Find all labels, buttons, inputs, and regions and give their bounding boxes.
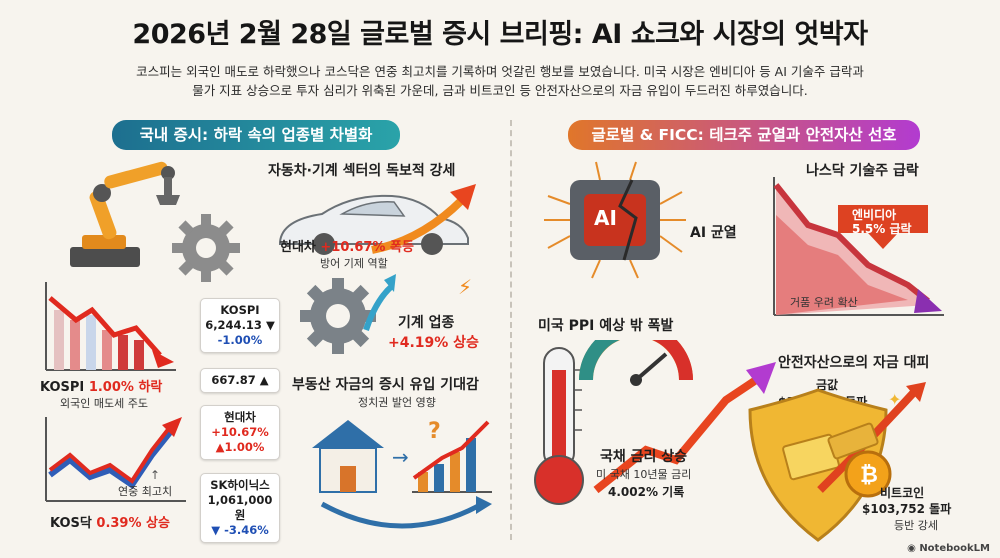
- sparkle-icon: ✦: [888, 390, 902, 409]
- nasdaq-crash-chart-icon: [773, 177, 944, 316]
- summary-text: 코스피는 외국인 매도로 하락했으나 코스닥은 연중 최고치를 기록하며 엇갈린…: [80, 62, 920, 100]
- svg-text:→: →: [392, 445, 409, 469]
- kosdaq-change: 0.39% 상승: [96, 516, 170, 531]
- rate-value: 4.002% 기록: [608, 485, 685, 499]
- skhynix-card-value: 1,061,000원: [207, 493, 273, 522]
- kospi-label: KOSPI 1.00% 하락: [40, 376, 162, 395]
- realestate-note: 정치권 발언 영향: [358, 396, 436, 409]
- kosdaq-label: KOS닥 0.39% 상승: [50, 512, 170, 531]
- kosdaq-card-value: 667.87 ▲: [211, 373, 269, 387]
- nvidia-change: 5.5% 급락: [852, 222, 912, 236]
- kosdaq-card: 667.87 ▲: [200, 368, 280, 393]
- hyundai-card-change: +10.67%: [211, 425, 269, 439]
- kosdaq-name: KOS닥: [50, 516, 92, 531]
- skhynix-card-change: ▼ -3.46%: [211, 523, 269, 537]
- kospi-card-value: 6,244.13 ▼: [205, 318, 275, 332]
- notebooklm-logo-icon: ◉: [907, 543, 916, 554]
- gold-name: 금값: [816, 378, 839, 392]
- svg-text:?: ?: [428, 419, 441, 444]
- hyundai-card: 현대차 +10.67% ▲1.00%: [200, 405, 280, 460]
- skhynix-card-name: SK하이닉스: [210, 478, 270, 492]
- machine-name: 기계 업종: [398, 315, 455, 331]
- lightning-icon: ⚡: [458, 275, 473, 299]
- summary-line-1: 코스피는 외국인 매도로 하락했으나 코스닥은 연중 최고치를 기록하며 엇갈린…: [136, 64, 864, 79]
- machine-change: +4.19% 상승: [388, 335, 479, 351]
- global-section-title: 글로벌 & FICC: 테크주 균열과 안전자산 선호: [568, 120, 920, 150]
- auto-sector-heading: 자동차·기계 섹터의 독보적 강세: [268, 163, 456, 179]
- rate-note: 미 국채 10년물 금리: [596, 468, 692, 481]
- hyundai-change: +10.67% 폭등: [320, 240, 414, 255]
- page-title: 2026년 2월 28일 글로벌 증시 브리핑: AI 쇼크와 시장의 엇박자: [132, 19, 868, 50]
- nasdaq-heading: 나스닥 기술주 급락: [806, 163, 919, 179]
- ai-crack-label: AI 균열: [690, 225, 737, 241]
- gold-shield-bitcoin-icon: ₿: [748, 382, 926, 542]
- footer-brand-text: NotebookLM: [919, 543, 990, 554]
- svg-text:₿: ₿: [860, 463, 878, 488]
- realestate-heading: 부동산 자금의 증시 유입 기대감: [292, 377, 479, 393]
- hyundai-note: 방어 기제 역할: [320, 257, 388, 270]
- ppi-heading: 미국 PPI 예상 밖 폭발: [538, 318, 674, 334]
- nvidia-name: 엔비디아: [852, 208, 897, 222]
- safe-heading: 안전자산으로의 자금 대피: [778, 355, 930, 371]
- footer-brand: ◉ NotebookLM: [907, 543, 990, 554]
- bubble-note: 거품 우려 확산: [790, 296, 858, 309]
- kospi-card-change: -1.00%: [217, 333, 263, 347]
- house-to-chart-icon: → ?: [312, 419, 492, 529]
- rate-heading: 국채 금리 상승: [600, 449, 688, 465]
- btc-value: $103,752 돌파: [862, 502, 952, 516]
- kospi-card: KOSPI 6,244.13 ▼ -1.00%: [200, 298, 280, 353]
- kosdaq-up-chart-icon: [45, 417, 186, 502]
- section-divider: [510, 120, 512, 540]
- skhynix-card: SK하이닉스 1,061,000원 ▼ -3.46%: [200, 473, 280, 543]
- kospi-down-chart-icon: [45, 282, 176, 371]
- kospi-note: 외국인 매도세 주도: [60, 397, 148, 410]
- gear-icon: [172, 214, 240, 282]
- domestic-section-title: 국내 증시: 하락 속의 업종별 차별화: [112, 120, 400, 150]
- robot-arm-icon: [70, 161, 180, 267]
- kosdaq-note: 연중 최고치: [118, 485, 173, 498]
- kospi-change: 1.00% 하락: [88, 380, 163, 395]
- ai-chip-text: AI: [594, 206, 617, 230]
- hyundai-card-name: 현대차: [224, 410, 256, 424]
- car-icon: [279, 184, 476, 255]
- ai-chip-icon: [544, 161, 686, 279]
- hyundai-label: 현대차 +10.67% 폭등: [280, 236, 414, 255]
- thermometer-gauge-icon: [534, 340, 776, 505]
- kospi-name: KOSPI: [40, 380, 85, 395]
- machine-gears-icon: [300, 274, 396, 354]
- summary-line-2: 물가 지표 상승으로 투자 심리가 위축된 가운데, 금과 비트코인 등 안전자…: [192, 83, 808, 98]
- btc-name: 비트코인: [880, 486, 925, 500]
- hyundai-card-sub: ▲1.00%: [215, 440, 265, 454]
- hyundai-name: 현대차: [280, 240, 316, 255]
- up-arrow-icon: ↑: [150, 468, 161, 482]
- kospi-card-name: KOSPI: [220, 303, 260, 317]
- btc-note: 등반 강세: [894, 519, 938, 532]
